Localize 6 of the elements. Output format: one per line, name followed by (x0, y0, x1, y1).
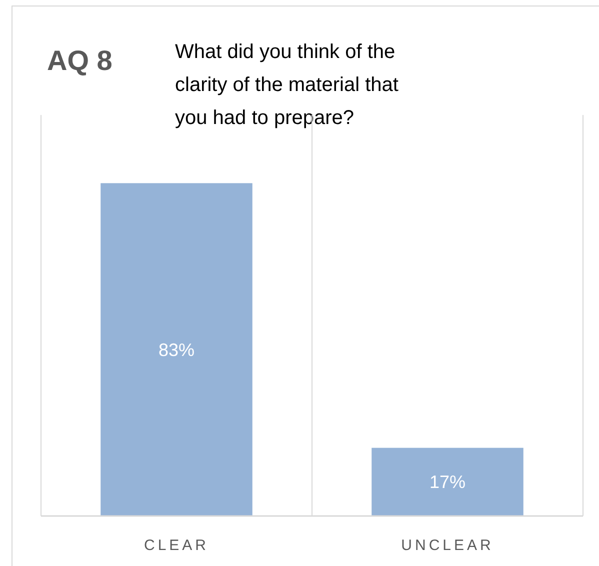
data-label: 17% (429, 472, 466, 492)
x-tick-label: CLEAR (144, 537, 210, 554)
x-tick-label: UNCLEAR (401, 537, 494, 554)
data-label: 83% (158, 340, 195, 360)
chart-subtitle: What did you think of the clarity of the material that you had to prepare? (175, 41, 399, 129)
chart-title: AQ 8 (47, 45, 112, 76)
